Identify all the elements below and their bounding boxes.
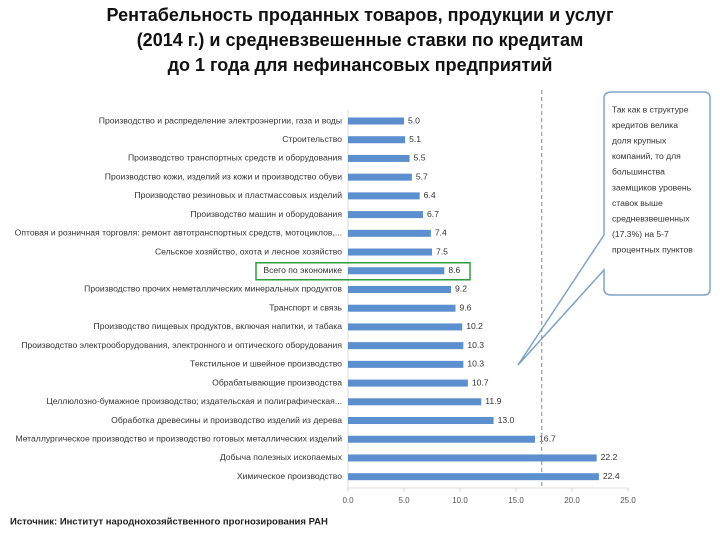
value-label: 6.7 (427, 209, 439, 219)
category-label: Производство пищевых продуктов, включая … (94, 321, 343, 331)
category-label: Производство резиновых и пластмассовых и… (134, 190, 342, 200)
category-label: Оптовая и розничная торговля: ремонт авт… (15, 228, 342, 238)
bar (348, 323, 463, 331)
value-label: 16.7 (539, 434, 556, 444)
chart-title: (2014 г.) и средневзвешенные ставки по к… (137, 30, 584, 50)
bar (348, 285, 452, 293)
category-label: Всего по экономике (263, 265, 342, 275)
value-label: 10.7 (472, 377, 489, 387)
value-label: 5.1 (409, 134, 421, 144)
callout-text: ставок выше (612, 198, 663, 208)
bar (348, 229, 431, 237)
bar (348, 154, 410, 162)
x-tick-label: 15.0 (508, 496, 524, 505)
value-label: 10.3 (467, 359, 484, 369)
category-label: Обрабатывающие производства (212, 377, 342, 387)
category-label: Химическое производство (237, 471, 342, 481)
callout-text: компаний, то для (612, 151, 681, 161)
bar (348, 267, 445, 275)
bar (348, 379, 468, 387)
value-label: 11.9 (485, 396, 501, 406)
bar (348, 454, 597, 462)
x-tick-label: 25.0 (620, 496, 636, 505)
callout-text: доля крупных (612, 135, 667, 145)
x-tick-label: 0.0 (342, 496, 354, 505)
callout-text: (17.3%) на 5-7 (612, 229, 669, 239)
bar (348, 473, 599, 481)
bar (348, 435, 536, 443)
bar (348, 117, 404, 125)
category-label: Производство прочих неметаллических мине… (84, 284, 342, 294)
chart-title: Рентабельность проданных товаров, продук… (107, 5, 614, 25)
bar (348, 342, 464, 350)
bar (348, 360, 464, 368)
category-label: Целлюлозно-бумажное производство; издате… (46, 396, 342, 406)
bar (348, 173, 412, 181)
bar (348, 192, 420, 200)
callout-text: процентных пунктов (612, 245, 693, 255)
category-label: Производство транспортных средств и обор… (128, 153, 342, 163)
value-label: 5.0 (408, 115, 420, 125)
source: Источник: Институт народнохозяйственного… (10, 517, 328, 528)
value-label: 7.4 (435, 228, 447, 238)
callout-text: кредитов велика (612, 120, 678, 130)
bar (348, 304, 456, 312)
bar (348, 211, 424, 219)
callout-text: заемщиков уровень (612, 182, 692, 192)
category-label: Транспорт и связь (269, 302, 342, 312)
callout-text: Так как в структуре (612, 104, 689, 114)
value-label: 10.2 (466, 321, 483, 331)
category-label: Производство кожи, изделий из кожи и про… (105, 171, 342, 181)
callout-box (517, 91, 711, 366)
value-label: 9.6 (460, 302, 472, 312)
category-label: Текстильное и швейное производство (190, 359, 342, 369)
x-tick-label: 10.0 (452, 496, 468, 505)
category-label: Обработка древесины и производство издел… (111, 415, 342, 425)
value-label: 13.0 (498, 415, 515, 425)
bar (348, 398, 482, 406)
x-tick-label: 20.0 (564, 496, 580, 505)
bar (348, 417, 494, 425)
chart-title: до 1 года для нефинансовых предприятий (168, 55, 553, 75)
value-label: 6.4 (424, 190, 436, 200)
category-label: Строительство (282, 134, 342, 144)
x-tick-label: 5.0 (398, 496, 410, 505)
category-label: Производство электрооборудования, электр… (21, 340, 342, 350)
highlight-box (255, 262, 471, 281)
value-label: 8.6 (448, 265, 460, 275)
category-label: Сельское хозяйство, охота и лесное хозяй… (155, 246, 342, 256)
value-label: 22.2 (601, 452, 618, 462)
value-label: 22.4 (603, 471, 620, 481)
bar (348, 136, 406, 144)
bar (348, 248, 432, 256)
category-label: Металлургическое производство и производ… (15, 434, 342, 444)
value-label: 10.3 (467, 340, 484, 350)
category-label: Производство и распределение электроэнер… (99, 115, 342, 125)
category-label: Добыча полезных ископаемых (220, 452, 343, 462)
value-label: 9.2 (455, 284, 467, 294)
category-label: Производство машин и оборудования (190, 209, 342, 219)
value-label: 5.7 (416, 171, 428, 181)
callout-text: большинства (612, 167, 665, 177)
value-label: 5.5 (414, 153, 426, 163)
value-label: 7.5 (436, 246, 448, 256)
callout-text: средневзвешенных (612, 213, 690, 223)
